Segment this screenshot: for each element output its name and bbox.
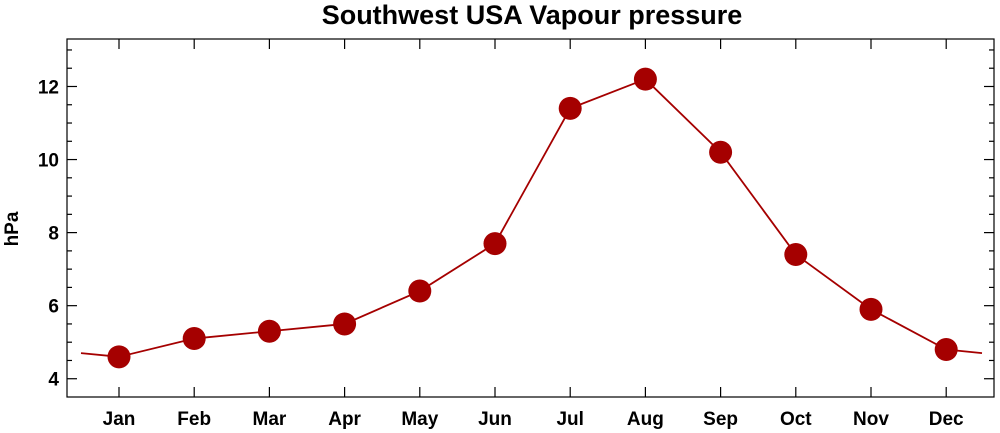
x-axis-ticks: Jan Feb Mar Apr May Jun Jul Aug Sep Oct Nov Dec [103,39,964,430]
x-tick-label: Jan [103,409,136,430]
y-tick-label: 10 [38,151,59,172]
x-tick-label: Oct [780,409,812,430]
data-point-marker [558,96,582,120]
data-point-marker [333,312,357,336]
data-point-marker [784,243,808,267]
x-tick-label: Sep [703,409,738,430]
data-point-marker [408,279,432,303]
data-point-marker [182,327,206,351]
y-tick-label: 6 [48,297,59,318]
y-axis-label: hPa [2,211,23,246]
series-layer [80,67,983,369]
x-tick-label: Apr [328,409,361,430]
series-line [80,78,983,358]
data-point-marker [859,297,883,321]
x-tick-label: Mar [253,409,287,430]
plot-frame [66,38,995,398]
x-tick-label: May [401,409,438,430]
data-point-marker [483,232,507,256]
x-tick-label: Nov [853,409,889,430]
y-tick-label: 4 [48,370,59,391]
data-point-marker [709,140,733,164]
x-tick-label: Jun [478,409,512,430]
data-point-marker [934,338,958,362]
data-point-marker [107,345,131,369]
y-tick-label: 12 [38,77,59,98]
x-tick-label: Dec [929,409,964,430]
y-tick-label: 8 [48,224,59,245]
x-tick-label: Aug [627,409,664,430]
data-point-marker [633,67,657,91]
x-tick-label: Feb [177,409,211,430]
y-axis-ticks: 4 6 8 10 12 [38,49,994,391]
chart-title: Southwest USA Vapour pressure [322,0,743,30]
x-tick-label: Jul [556,409,583,430]
data-point-marker [257,319,281,343]
